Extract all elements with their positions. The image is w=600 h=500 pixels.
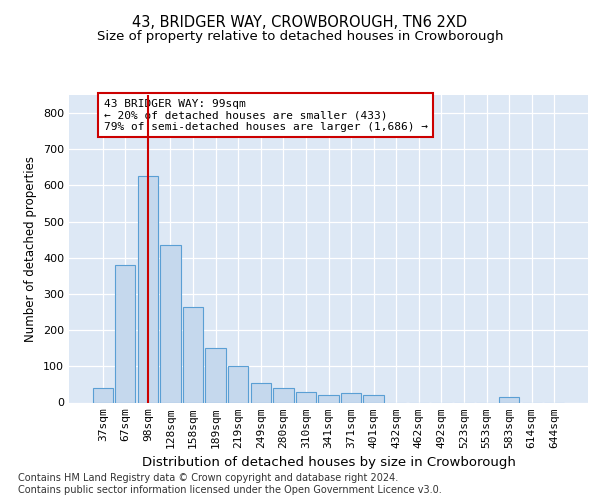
Bar [228,366,248,402]
Bar [92,388,113,402]
Bar [183,306,203,402]
Bar [499,397,519,402]
Text: Contains HM Land Registry data © Crown copyright and database right 2024.
Contai: Contains HM Land Registry data © Crown c… [18,474,442,495]
Bar [296,392,316,402]
Bar [251,382,271,402]
Bar [341,394,361,402]
Bar [364,396,384,402]
Bar [205,348,226,403]
Bar [319,396,338,402]
Text: 43 BRIDGER WAY: 99sqm
← 20% of detached houses are smaller (433)
79% of semi-det: 43 BRIDGER WAY: 99sqm ← 20% of detached … [104,98,428,132]
Bar [273,388,293,402]
Bar [160,245,181,402]
Y-axis label: Number of detached properties: Number of detached properties [25,156,37,342]
Text: Size of property relative to detached houses in Crowborough: Size of property relative to detached ho… [97,30,503,43]
X-axis label: Distribution of detached houses by size in Crowborough: Distribution of detached houses by size … [142,456,515,469]
Text: 43, BRIDGER WAY, CROWBOROUGH, TN6 2XD: 43, BRIDGER WAY, CROWBOROUGH, TN6 2XD [133,15,467,30]
Bar [138,176,158,402]
Bar [115,265,136,402]
